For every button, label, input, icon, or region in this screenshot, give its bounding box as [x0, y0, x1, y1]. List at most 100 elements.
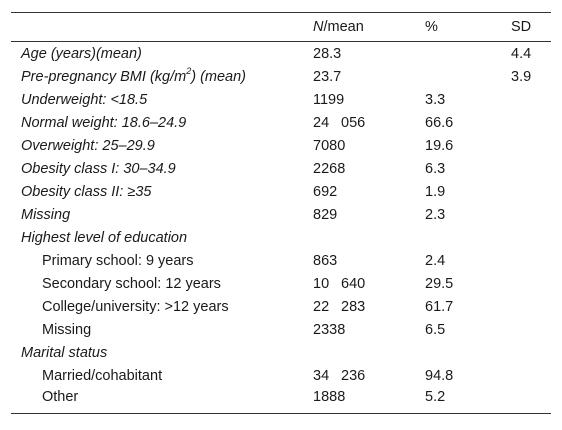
row-percent: 61.7	[425, 298, 454, 315]
row-label-pre: Pre-pregnancy BMI (kg/m	[21, 68, 187, 85]
row-mean: 23.7	[313, 68, 342, 85]
row-mean-thousands: 34	[313, 367, 330, 384]
row-sd	[501, 88, 551, 111]
row-label: Married/cohabitant	[42, 367, 163, 384]
row-sd	[501, 111, 551, 134]
row-label: Obesity class II: ≥35	[21, 183, 152, 200]
row-mean	[303, 226, 415, 249]
row-mean: 1888	[313, 389, 346, 405]
table-row: Primary school: 9 years 863 2.4	[11, 249, 551, 272]
row-percent: 94.8	[425, 367, 454, 384]
row-mean: 22 283	[303, 295, 415, 318]
row-label: Missing	[42, 321, 92, 338]
table-row: Obesity class I: 30–34.9 2268 6.3	[11, 157, 551, 180]
row-percent: 1.9	[425, 183, 446, 200]
row-percent	[415, 226, 501, 249]
row-sd	[501, 318, 551, 341]
row-mean: 34 236	[303, 364, 415, 387]
row-sd	[501, 341, 551, 364]
table-row: Other 1888 5.2	[11, 387, 551, 414]
header-percent: %	[425, 19, 438, 35]
row-sd: 3.9	[511, 68, 532, 85]
table-row: Obesity class II: ≥35 692 1.9	[11, 180, 551, 203]
row-percent: 29.5	[425, 275, 454, 292]
row-mean: 7080	[313, 137, 346, 154]
table-row: Secondary school: 12 years 10 640 29.5	[11, 272, 551, 295]
section-label: Highest level of education	[21, 229, 188, 246]
row-percent: 2.3	[425, 206, 446, 223]
row-label: Age (years)(mean)	[21, 45, 142, 62]
table-section-row: Marital status	[11, 341, 551, 364]
row-mean-thousands: 22	[313, 298, 330, 315]
row-mean-units: 236	[341, 367, 366, 384]
row-sd	[501, 180, 551, 203]
row-sd	[501, 203, 551, 226]
row-percent: 3.3	[425, 91, 446, 108]
row-percent	[415, 341, 501, 364]
header-sd: SD	[511, 19, 532, 35]
row-mean: 2338	[313, 321, 346, 338]
header-mean-text: /mean	[323, 19, 364, 35]
row-label: Pre-pregnancy BMI (kg/m2) (mean)	[11, 65, 303, 88]
row-sd	[501, 295, 551, 318]
table-row: Married/cohabitant 34 236 94.8	[11, 364, 551, 387]
row-mean: 829	[313, 206, 338, 223]
row-label: Other	[42, 389, 79, 405]
row-mean: 2268	[313, 160, 346, 177]
table-row: Overweight: 25–29.9 7080 19.6	[11, 134, 551, 157]
table-row: Missing 2338 6.5	[11, 318, 551, 341]
table-row: Missing 829 2.3	[11, 203, 551, 226]
table-row: Underweight: <18.5 1199 3.3	[11, 88, 551, 111]
header-n-mean: N/mean	[303, 13, 415, 42]
row-sd	[501, 364, 551, 387]
table-section-row: Highest level of education	[11, 226, 551, 249]
row-sd	[501, 272, 551, 295]
row-sd	[501, 134, 551, 157]
header-n-italic: N	[313, 19, 324, 35]
row-percent	[415, 42, 501, 66]
row-label: Normal weight: 18.6–24.9	[21, 114, 187, 131]
row-label: Underweight: <18.5	[21, 91, 148, 108]
table-body: Age (years)(mean) 28.3 4.4 Pre-pregnancy…	[11, 42, 551, 414]
row-mean-thousands: 24	[313, 114, 330, 131]
row-percent	[415, 65, 501, 88]
table-row: Pre-pregnancy BMI (kg/m2) (mean) 23.7 3.…	[11, 65, 551, 88]
row-mean: 10 640	[303, 272, 415, 295]
table-header: N/mean % SD	[11, 12, 551, 42]
row-percent: 2.4	[425, 252, 446, 269]
row-sd: 4.4	[511, 45, 532, 62]
row-sd	[501, 387, 551, 414]
row-sd	[501, 157, 551, 180]
row-label: Missing	[21, 206, 71, 223]
row-label: Primary school: 9 years	[42, 252, 194, 269]
header-row: N/mean % SD	[11, 12, 551, 42]
row-mean-units: 640	[341, 275, 366, 292]
row-mean: 863	[313, 252, 338, 269]
row-mean-thousands: 10	[313, 275, 330, 292]
row-mean: 1199	[313, 91, 345, 108]
row-mean-units: 056	[341, 114, 366, 131]
row-label: College/university: >12 years	[42, 298, 229, 315]
row-percent: 6.3	[425, 160, 446, 177]
row-percent: 19.6	[425, 137, 454, 154]
row-label-post: ) (mean)	[191, 68, 247, 85]
row-percent: 6.5	[425, 321, 446, 338]
row-sd	[501, 249, 551, 272]
row-mean-units: 283	[341, 298, 366, 315]
section-label: Marital status	[21, 344, 108, 361]
row-label: Overweight: 25–29.9	[21, 137, 155, 154]
row-label: Obesity class I: 30–34.9	[21, 160, 176, 177]
table-row: College/university: >12 years 22 283 61.7	[11, 295, 551, 318]
header-label	[11, 13, 303, 42]
row-mean	[303, 341, 415, 364]
row-label-sup: 2	[186, 65, 192, 76]
row-percent: 66.6	[425, 114, 454, 131]
row-percent: 5.2	[425, 389, 446, 405]
characteristics-table: N/mean % SD Age (years)(mean) 28.3 4.4 P…	[11, 12, 551, 414]
row-mean: 24 056	[303, 111, 415, 134]
row-mean: 692	[313, 183, 338, 200]
table-row: Age (years)(mean) 28.3 4.4	[11, 42, 551, 66]
row-mean: 28.3	[313, 45, 342, 62]
table-row: Normal weight: 18.6–24.9 24 056 66.6	[11, 111, 551, 134]
row-sd	[501, 226, 551, 249]
